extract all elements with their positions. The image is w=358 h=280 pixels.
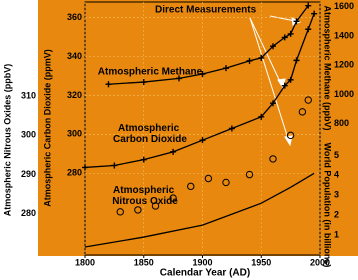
data-point bbox=[258, 54, 265, 61]
y4-axis-label: World Population (in billions) bbox=[323, 143, 333, 268]
data-point bbox=[140, 79, 147, 86]
tick-label: 1000 bbox=[334, 89, 354, 99]
data-point bbox=[170, 148, 177, 155]
data-point bbox=[187, 182, 195, 191]
data-point bbox=[223, 65, 229, 72]
tick-label: 300 bbox=[67, 129, 82, 139]
data-point bbox=[286, 131, 295, 140]
data-point bbox=[228, 125, 235, 132]
data-point bbox=[169, 194, 177, 202]
label-line: Carbon Dioxide bbox=[113, 134, 187, 145]
series-label: Atmospheric Nitrous Oxide bbox=[112, 185, 178, 207]
tick-label: 1600 bbox=[334, 1, 354, 11]
series-label: Atmospheric Methane bbox=[98, 67, 203, 78]
data-point bbox=[287, 76, 294, 83]
arrow bbox=[249, 17, 291, 146]
x-tick-label: 2000 bbox=[310, 257, 330, 267]
tick-label: 3 bbox=[334, 190, 339, 200]
data-point bbox=[270, 43, 276, 50]
label-line: Atmospheric bbox=[113, 185, 177, 196]
data-point bbox=[311, 10, 318, 17]
tick-label: 360 bbox=[67, 12, 82, 22]
tick-label: 290 bbox=[21, 169, 36, 179]
data-point bbox=[105, 81, 112, 88]
data-point bbox=[293, 57, 300, 64]
data-point bbox=[293, 18, 300, 25]
x-tick-label: 1900 bbox=[192, 257, 212, 267]
data-point bbox=[281, 34, 288, 41]
data-point bbox=[151, 202, 160, 210]
y-axis-label: Atmospheric Carbon Dioxide (ppmV) bbox=[42, 49, 52, 207]
data-point bbox=[304, 96, 312, 104]
tick-label: 5 bbox=[334, 150, 339, 160]
data-point bbox=[305, 2, 312, 9]
tick-label: 800 bbox=[334, 118, 349, 128]
tick-label: 1200 bbox=[334, 60, 354, 70]
tick-label: 4 bbox=[334, 170, 339, 180]
label-line: Nitrous Oxide bbox=[112, 196, 178, 207]
tick-label: 2 bbox=[334, 210, 339, 220]
data-point bbox=[111, 162, 118, 169]
x-tick-label: 1850 bbox=[134, 257, 154, 267]
tick-label: 280 bbox=[67, 168, 82, 178]
x-tick-label: 1950 bbox=[251, 257, 271, 267]
data-point bbox=[246, 57, 253, 64]
series-line bbox=[84, 172, 315, 248]
tick-label: 320 bbox=[67, 90, 82, 100]
tick-label: 1400 bbox=[334, 30, 354, 40]
data-point bbox=[116, 208, 124, 216]
data-point bbox=[245, 170, 254, 179]
tick-label: 340 bbox=[67, 51, 82, 61]
data-point bbox=[199, 137, 206, 144]
data-point bbox=[82, 164, 88, 171]
y2-axis-label: Atmospheric Methane (ppbV) bbox=[323, 5, 333, 130]
annotation: Direct Measurements bbox=[155, 5, 257, 16]
tick-label: 1 bbox=[334, 229, 339, 239]
data-point bbox=[204, 174, 213, 183]
data-point bbox=[140, 156, 147, 163]
data-point bbox=[176, 75, 182, 82]
data-point bbox=[269, 155, 277, 163]
series-line bbox=[108, 5, 309, 85]
data-point bbox=[199, 70, 206, 77]
data-point bbox=[281, 82, 288, 89]
data-point bbox=[134, 206, 142, 214]
data-point bbox=[287, 30, 294, 37]
tick-label: 300 bbox=[21, 130, 36, 140]
x-axis-label: Calendar Year (AD) bbox=[160, 268, 250, 279]
data-point bbox=[270, 100, 276, 107]
data-point bbox=[222, 178, 230, 187]
x-tick-label: 1800 bbox=[75, 257, 95, 267]
series-label: Atmospheric Carbon Dioxide bbox=[113, 123, 187, 145]
background bbox=[38, 0, 358, 256]
data-point bbox=[305, 26, 312, 33]
data-point bbox=[258, 113, 265, 120]
label-line: Atmospheric bbox=[118, 123, 182, 134]
data-point bbox=[298, 108, 307, 116]
tick-label: 310 bbox=[21, 91, 36, 101]
tick-label: 280 bbox=[21, 208, 36, 218]
y3-axis-label: Atmospheric Nitrous Oxides (ppbV) bbox=[2, 64, 12, 217]
